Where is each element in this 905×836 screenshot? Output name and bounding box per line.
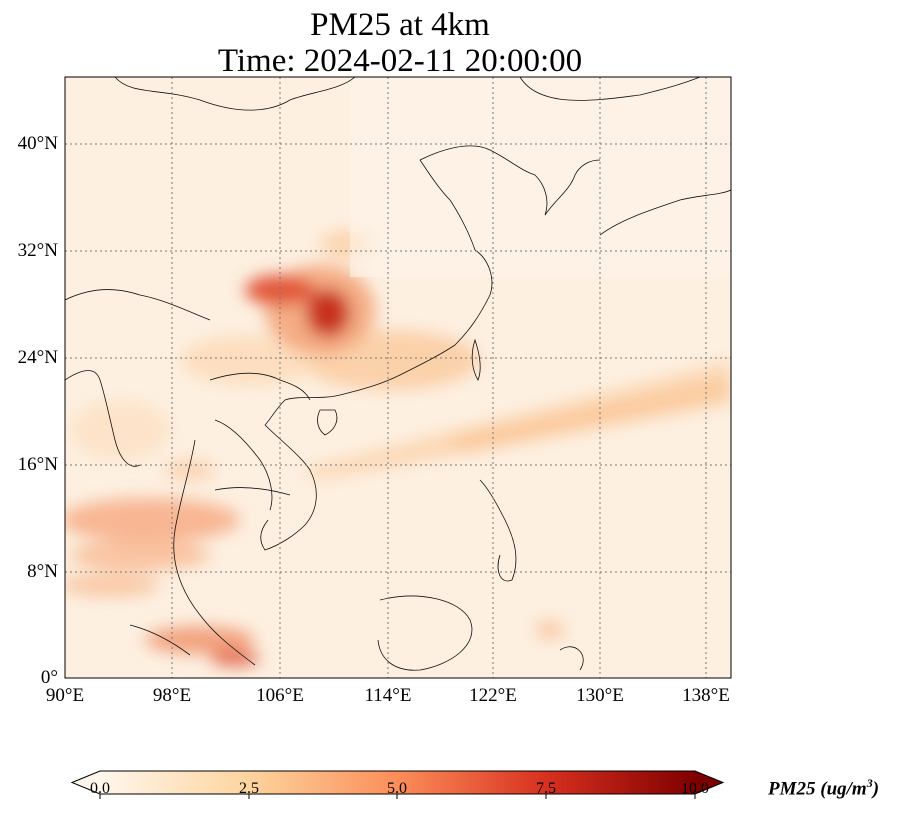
lon-tick-label: 130°E bbox=[576, 685, 624, 706]
pm25-field bbox=[65, 77, 731, 678]
colorbar-label-end: ) bbox=[872, 778, 880, 800]
colorbar-label: PM25 (ug/m3) bbox=[768, 776, 879, 800]
colorbar-tick-label: 10.0 bbox=[681, 780, 709, 797]
coastlines bbox=[65, 77, 731, 671]
lon-tick-label: 98°E bbox=[152, 685, 192, 706]
colorbar-label-main: PM25 (ug/m bbox=[768, 778, 867, 800]
colorbar-label-superscript: 3 bbox=[866, 776, 873, 790]
map-time-subtitle: Time: 2024-02-11 20:00:00 bbox=[217, 43, 583, 79]
lon-tick-label: 106°E bbox=[256, 685, 304, 706]
colorbar-tick-label: 7.5 bbox=[536, 780, 556, 797]
lat-tick-label: 40°N bbox=[17, 133, 58, 154]
lon-tick-label: 114°E bbox=[364, 685, 412, 706]
lat-tick-label: 16°N bbox=[17, 454, 58, 475]
lat-tick-label: 8°N bbox=[27, 561, 58, 582]
colorbar-tick-label: 5.0 bbox=[387, 780, 407, 797]
map-title: PM25 at 4km bbox=[310, 7, 490, 43]
lat-tick-label: 32°N bbox=[17, 240, 58, 261]
colorbar-tick-label: 0.0 bbox=[90, 780, 110, 797]
gridlines bbox=[65, 77, 731, 678]
colorbar-tick-label: 2.5 bbox=[239, 780, 259, 797]
lon-tick-label: 138°E bbox=[682, 685, 730, 706]
lat-tick-label: 24°N bbox=[17, 347, 58, 368]
lat-tick-label: 0° bbox=[40, 667, 58, 688]
plot-frame bbox=[64, 76, 732, 679]
colorbar bbox=[70, 770, 725, 799]
lon-tick-label: 122°E bbox=[469, 685, 517, 706]
lon-tick-label: 90°E bbox=[45, 685, 85, 706]
